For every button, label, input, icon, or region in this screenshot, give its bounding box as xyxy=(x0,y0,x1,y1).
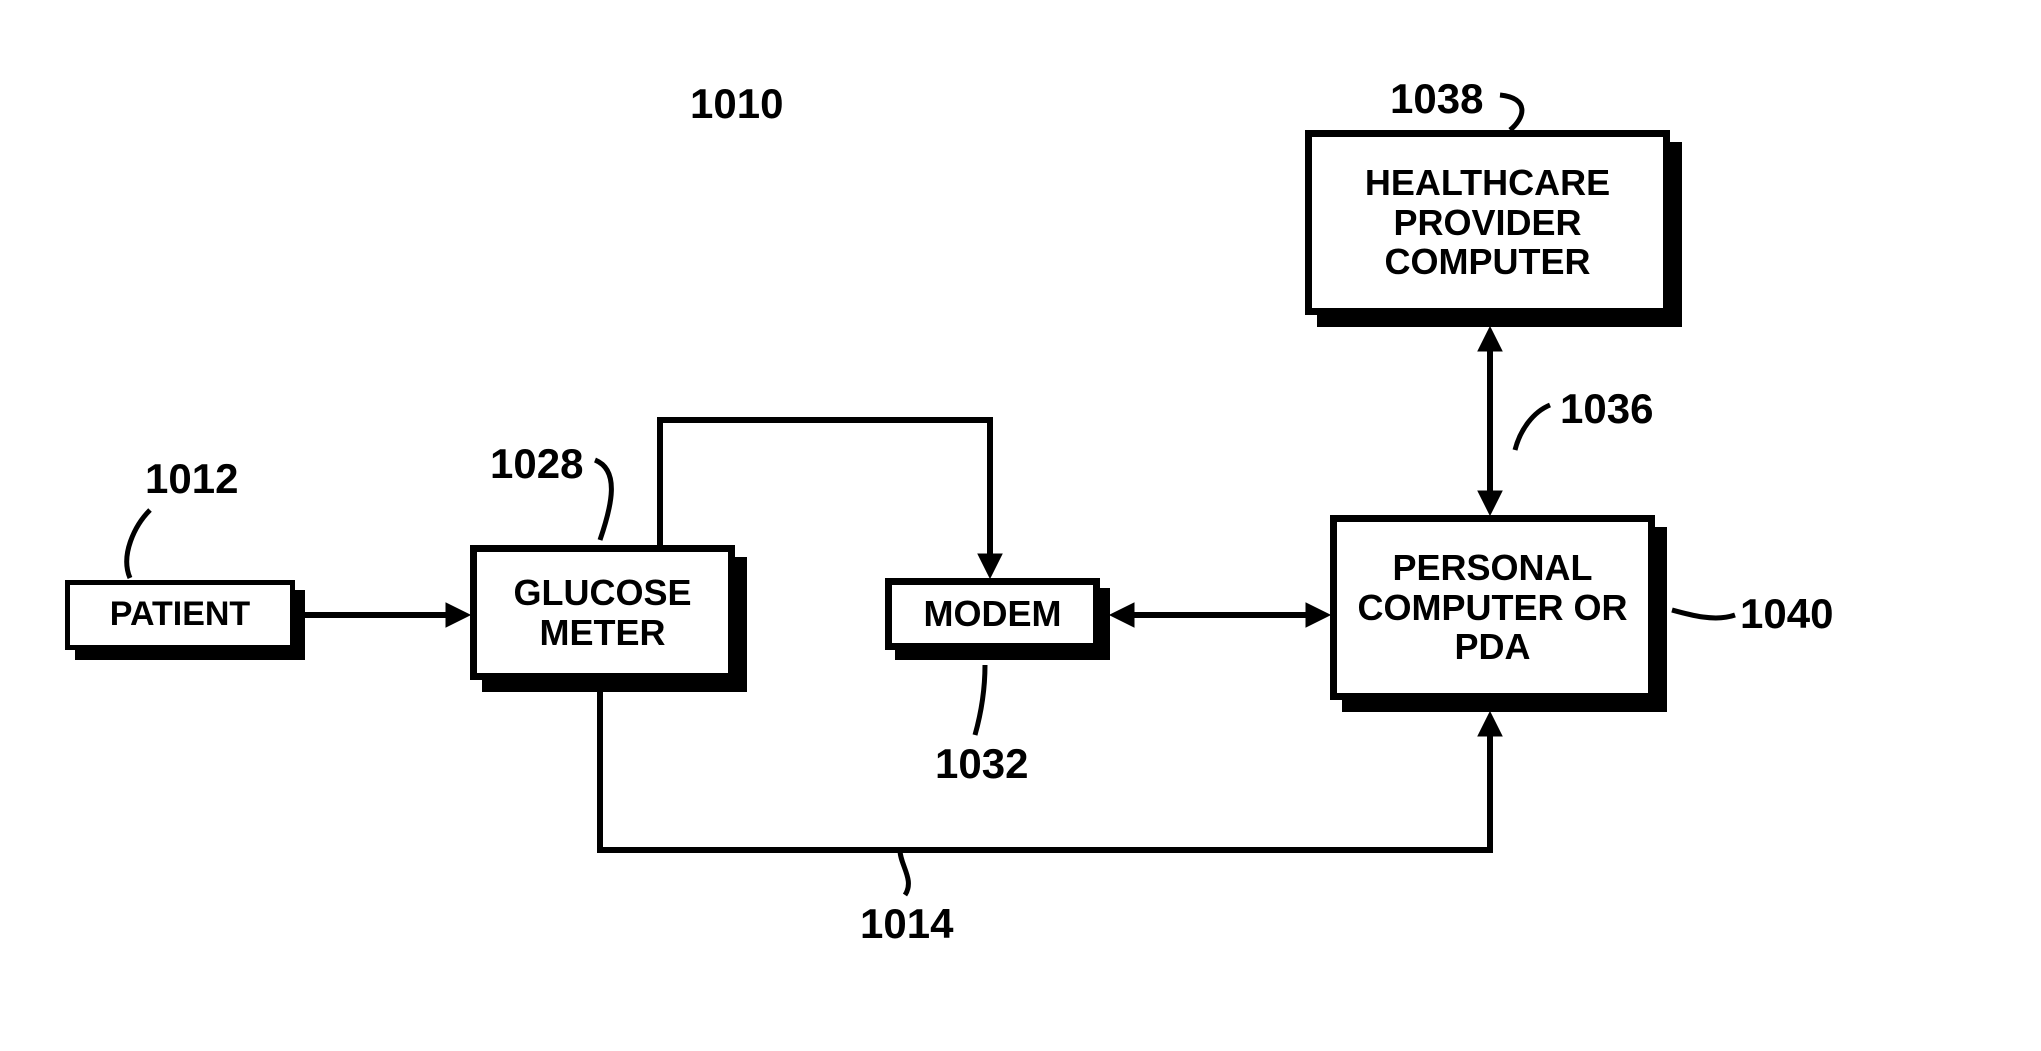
ref-1014: 1014 xyxy=(860,900,953,948)
lead-1032 xyxy=(975,665,985,735)
ref-1032: 1032 xyxy=(935,740,1028,788)
edge-glucose-pc-bottom xyxy=(600,692,1502,850)
lead-1028 xyxy=(595,460,611,540)
lead-1040 xyxy=(1672,610,1735,618)
node-pc-label: PERSONAL COMPUTER OR PDA xyxy=(1347,548,1638,667)
node-patient: PATIENT xyxy=(65,580,295,650)
lead-1036 xyxy=(1515,405,1550,450)
node-healthcare-provider: HEALTHCARE PROVIDER COMPUTER xyxy=(1305,130,1670,315)
node-patient-label: PATIENT xyxy=(110,596,250,633)
lead-1038 xyxy=(1500,95,1522,130)
edge-pc-hcp xyxy=(1478,327,1502,515)
ref-1010: 1010 xyxy=(690,80,783,128)
lead-1014 xyxy=(900,850,908,895)
node-modem-label: MODEM xyxy=(924,594,1062,634)
edge-patient-glucose xyxy=(305,603,470,627)
node-glucose-meter: GLUCOSE METER xyxy=(470,545,735,680)
ref-1038: 1038 xyxy=(1390,75,1483,123)
lead-1012 xyxy=(127,510,150,578)
edges-layer xyxy=(0,0,2041,1051)
node-personal-computer: PERSONAL COMPUTER OR PDA xyxy=(1330,515,1655,700)
node-modem: MODEM xyxy=(885,578,1100,650)
edge-modem-pc xyxy=(1110,603,1330,627)
node-hcp-label: HEALTHCARE PROVIDER COMPUTER xyxy=(1322,163,1653,282)
diagram-canvas: PATIENT GLUCOSE METER MODEM PERSONAL COM… xyxy=(0,0,2041,1051)
ref-1028: 1028 xyxy=(490,440,583,488)
ref-1040: 1040 xyxy=(1740,590,1833,638)
ref-1012: 1012 xyxy=(145,455,238,503)
ref-1036: 1036 xyxy=(1560,385,1653,433)
node-glucose-label: GLUCOSE METER xyxy=(487,573,718,652)
